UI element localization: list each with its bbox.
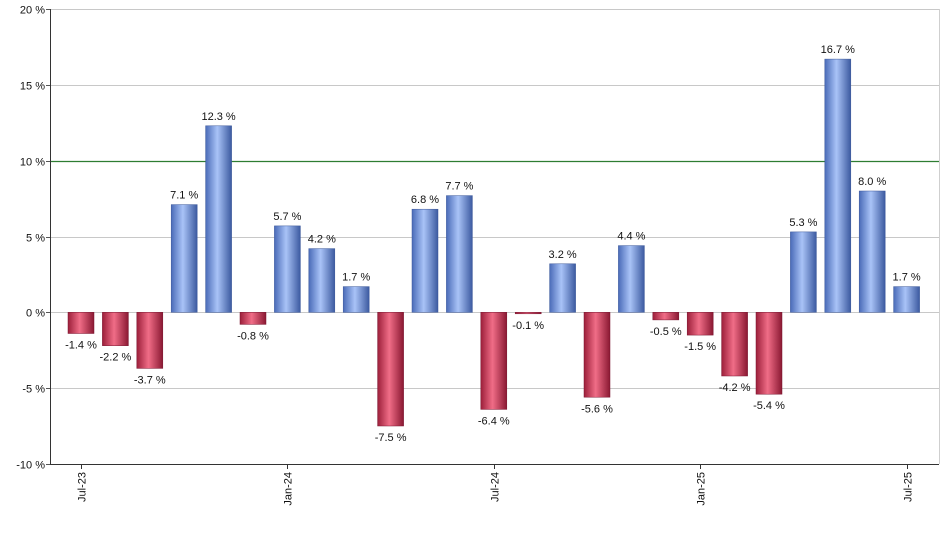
bar bbox=[686, 312, 714, 336]
bar bbox=[652, 312, 680, 321]
bar bbox=[239, 312, 267, 325]
bar-value-label: -6.4 % bbox=[478, 415, 510, 427]
bar-value-label: -1.5 % bbox=[684, 341, 716, 353]
bar-value-label: 4.4 % bbox=[617, 231, 645, 243]
bar-value-label: 8.0 % bbox=[858, 176, 886, 188]
bar-value-label: 5.7 % bbox=[273, 211, 301, 223]
bar bbox=[446, 195, 473, 313]
bar-value-label: 4.2 % bbox=[308, 234, 336, 246]
bar-value-label: -5.4 % bbox=[753, 400, 785, 412]
bar bbox=[342, 286, 370, 313]
y-tick-label: 5 % bbox=[26, 233, 45, 245]
bar-value-label: -0.5 % bbox=[650, 326, 682, 338]
y-tick-label: 0 % bbox=[26, 308, 45, 320]
bar bbox=[102, 312, 129, 346]
bar bbox=[790, 231, 817, 313]
bar-value-label: 6.8 % bbox=[411, 194, 439, 206]
bar bbox=[480, 312, 508, 410]
bar-value-label: -1.4 % bbox=[65, 340, 97, 352]
y-tick-label: 10 % bbox=[20, 157, 45, 169]
bar-value-label: 1.7 % bbox=[893, 272, 921, 284]
bar-value-label: 5.3 % bbox=[789, 217, 817, 229]
bar bbox=[824, 58, 852, 313]
bar-value-label: -4.2 % bbox=[719, 382, 751, 394]
bar bbox=[514, 312, 542, 315]
bar bbox=[67, 312, 95, 334]
bar-value-label: 12.3 % bbox=[201, 111, 235, 123]
y-tick-label: -5 % bbox=[22, 384, 45, 396]
x-tick-label: Jul-24 bbox=[490, 472, 502, 502]
bar-value-label: -3.7 % bbox=[134, 374, 166, 386]
bar bbox=[170, 204, 198, 313]
bar bbox=[205, 125, 232, 313]
x-tick-labels: Jul-23 Jan-24 Jul-24 Jan-25 Jul-25 bbox=[77, 472, 915, 506]
bar bbox=[583, 312, 611, 398]
bar-value-label: -5.6 % bbox=[581, 403, 613, 415]
bar-value-label: 7.1 % bbox=[170, 190, 198, 202]
bar bbox=[721, 312, 748, 377]
y-tick-labels: -10 % -5 % 0 % 5 % 10 % 15 % 20 % bbox=[16, 5, 45, 472]
bar-value-label: -2.2 % bbox=[100, 352, 132, 364]
bar bbox=[308, 248, 336, 313]
bar-value-label: 16.7 % bbox=[821, 44, 855, 56]
data-labels: -1.4 %-2.2 %-3.7 % 7.1 % 12.3 % -0.8 % 5.7 %… bbox=[65, 44, 921, 444]
bar bbox=[858, 190, 886, 313]
bar-value-label: 3.2 % bbox=[549, 249, 577, 261]
bar-value-label: -0.1 % bbox=[512, 320, 544, 332]
x-tick-label: Jul-25 bbox=[903, 472, 915, 502]
bar bbox=[549, 263, 576, 313]
bar bbox=[893, 286, 920, 313]
y-tick-label: 20 % bbox=[20, 5, 45, 17]
bar-value-label: 7.7 % bbox=[445, 181, 473, 193]
x-tick-label: Jan-25 bbox=[696, 472, 708, 506]
x-tick-label: Jul-23 bbox=[77, 472, 89, 502]
bar bbox=[274, 225, 301, 313]
bar bbox=[755, 312, 783, 395]
bar bbox=[136, 312, 164, 369]
y-tick-label: -10 % bbox=[16, 460, 45, 472]
bar-value-label: -0.8 % bbox=[237, 331, 269, 343]
bar bbox=[618, 245, 645, 313]
bars bbox=[67, 58, 920, 427]
bar bbox=[377, 312, 404, 427]
x-tick-label: Jan-24 bbox=[283, 472, 295, 506]
bar bbox=[411, 208, 439, 313]
bar-value-label: 1.7 % bbox=[342, 272, 370, 284]
bar-value-label: -7.5 % bbox=[375, 432, 407, 444]
y-tick-label: 15 % bbox=[20, 81, 45, 93]
